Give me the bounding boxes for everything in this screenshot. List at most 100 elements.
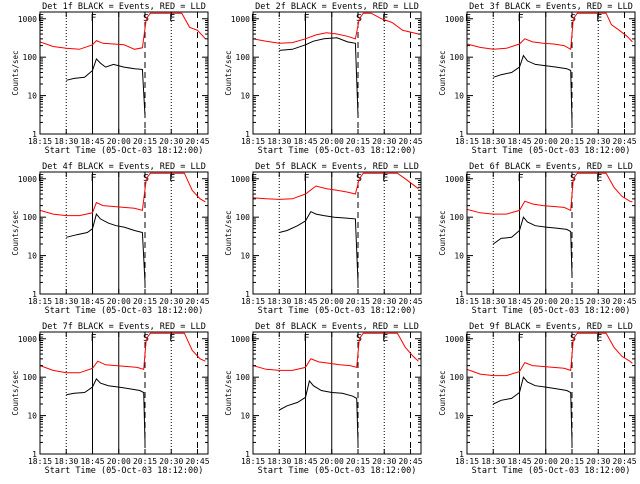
x-tick-label: 18:45 [507,457,531,466]
marker-label: E [169,333,175,344]
lld-series-line [40,172,206,217]
y-tick-label: 1000 [231,15,250,24]
x-tick-label: 18:45 [80,137,104,146]
x-tick-label: 20:00 [107,137,131,146]
events-series-line [66,213,146,283]
plot-frame [39,11,209,135]
y-tick-label: 10 [240,412,250,421]
x-tick-label: 20:45 [612,137,636,146]
y-tick-label: 1000 [445,15,464,24]
x-tick-label: 20:45 [612,297,636,306]
events-series-line [493,54,573,123]
x-tick-label: 18:15 [455,457,479,466]
panel-9: Det 9f BLACK = Events, RED = LLDEFSE1101… [438,322,637,476]
panel-title: Det 9f BLACK = Events, RED = LLD [469,322,633,332]
y-tick-label: 1000 [231,175,250,184]
marker-label: E [382,173,388,184]
x-tick-label: 20:30 [372,297,396,306]
x-tick-label: 20:45 [398,137,422,146]
marker-label: E [596,13,602,24]
marker-label: F [91,333,97,344]
x-tick-label: 20:45 [398,457,422,466]
x-tick-label: 20:15 [560,137,584,146]
x-tick-label: 18:15 [28,297,52,306]
marker-label: E [596,333,602,344]
lld-series-line [253,172,419,200]
x-tick-label: 18:45 [507,297,531,306]
panel-title: Det 1f BLACK = Events, RED = LLD [42,2,206,12]
x-tick-label: 20:15 [133,297,157,306]
lld-series-line [253,12,419,44]
events-series-line [66,378,146,443]
x-tick-label: 20:15 [346,457,370,466]
x-tick-label: 20:45 [185,297,209,306]
y-tick-label: 10 [454,412,464,421]
x-tick-label: 20:15 [346,297,370,306]
events-series-line [279,37,359,116]
x-tick-label: 20:00 [534,457,558,466]
x-tick-label: 18:15 [28,137,52,146]
y-tick-label: 1 [245,290,250,299]
panel-4: Det 4f BLACK = Events, RED = LLDEFSE1101… [11,162,210,316]
y-tick-label: 100 [23,53,38,62]
plot-frame [466,11,636,135]
x-tick-label: 20:30 [159,297,183,306]
x-tick-label: 20:00 [320,457,344,466]
panel-title: Det 7f BLACK = Events, RED = LLD [42,322,206,332]
y-tick-label: 1 [32,290,37,299]
x-axis-label: Start Time (05-Oct-03 18:12:00) [45,306,204,316]
x-tick-label: 18:30 [267,297,291,306]
x-tick-label: 18:30 [54,297,78,306]
plot-frame [252,11,422,135]
y-tick-label: 1 [245,450,250,459]
x-tick-label: 18:30 [481,137,505,146]
x-axis-label: Start Time (05-Oct-03 18:12:00) [45,466,204,476]
x-tick-label: 20:15 [560,297,584,306]
y-axis-label: Counts/sec [11,370,20,415]
x-axis-label: Start Time (05-Oct-03 18:12:00) [258,306,417,316]
x-tick-label: 18:30 [267,137,291,146]
x-tick-label: 20:30 [586,137,610,146]
events-series-line [279,210,359,283]
panel-title: Det 5f BLACK = Events, RED = LLD [255,162,419,172]
lld-series-line [253,332,419,371]
x-tick-label: 18:30 [54,457,78,466]
y-tick-label: 10 [454,92,464,101]
y-tick-label: 100 [236,213,251,222]
events-series-line [66,57,146,116]
y-axis-label: Counts/sec [224,210,233,255]
x-axis-label: Start Time (05-Oct-03 18:12:00) [472,306,631,316]
plot-frame [252,331,422,455]
y-tick-label: 1 [32,130,37,139]
x-tick-label: 18:15 [455,297,479,306]
panel-title: Det 3f BLACK = Events, RED = LLD [469,2,633,12]
y-tick-label: 100 [450,213,465,222]
panel-1: Det 1f BLACK = Events, RED = LLDEFSE1101… [11,2,210,156]
x-axis-label: Start Time (05-Oct-03 18:12:00) [258,466,417,476]
y-tick-label: 1 [245,130,250,139]
marker-label: E [382,333,388,344]
y-tick-label: 1000 [18,175,37,184]
x-tick-label: 18:30 [481,297,505,306]
x-tick-label: 20:45 [185,457,209,466]
panel-6: Det 6f BLACK = Events, RED = LLDEFSE1101… [438,162,637,316]
x-tick-label: 18:15 [241,457,265,466]
x-tick-label: 20:30 [586,297,610,306]
marker-label: F [304,333,310,344]
y-tick-label: 1000 [18,335,37,344]
y-tick-label: 100 [23,213,38,222]
y-tick-label: 100 [236,53,251,62]
y-axis-label: Counts/sec [438,210,447,255]
y-tick-label: 1 [459,450,464,459]
panel-title: Det 4f BLACK = Events, RED = LLD [42,162,206,172]
x-tick-label: 20:00 [534,297,558,306]
y-tick-label: 10 [240,92,250,101]
events-series-line [493,216,573,276]
marker-label: F [91,173,97,184]
y-axis-label: Counts/sec [224,50,233,95]
marker-label: E [169,173,175,184]
x-axis-label: Start Time (05-Oct-03 18:12:00) [472,466,631,476]
lld-series-line [40,332,206,374]
y-tick-label: 1 [459,290,464,299]
